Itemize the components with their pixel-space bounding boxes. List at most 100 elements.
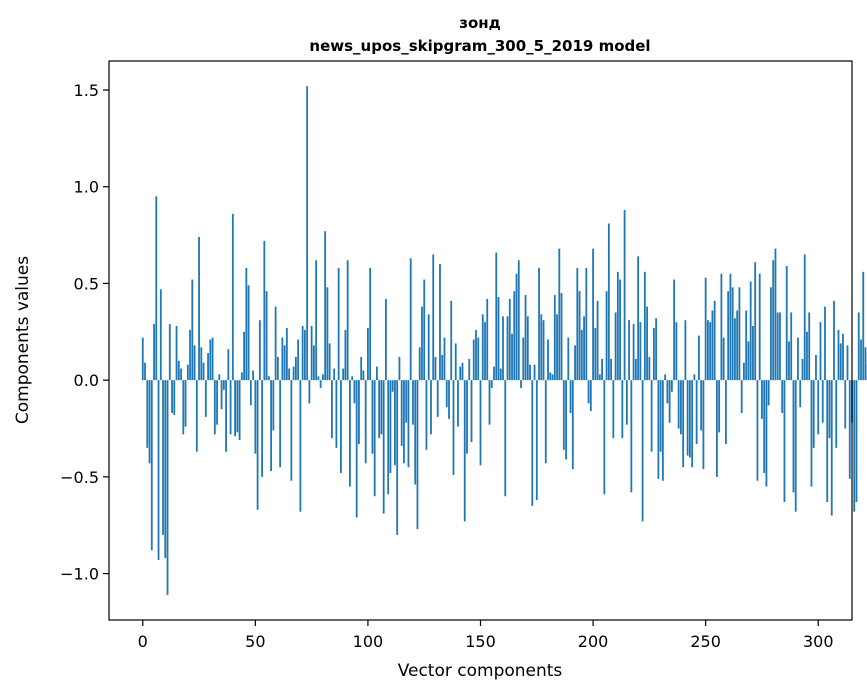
bar-196 [583, 316, 585, 381]
bar-273 [756, 380, 759, 481]
x-axis-ticks: 0 50 100 150 200 250 300 [138, 620, 834, 651]
bar-107 [382, 380, 385, 514]
bar-120 [412, 380, 414, 425]
bar-287 [788, 341, 790, 381]
bar-125 [423, 279, 426, 381]
bar-137 [450, 300, 453, 381]
x-tick-label: 300 [803, 632, 834, 651]
bar-86 [335, 380, 338, 448]
bar-163 [508, 298, 511, 381]
bar-142 [461, 362, 464, 381]
bar-275 [761, 380, 763, 419]
bar-296 [808, 312, 811, 381]
bar-262 [731, 287, 734, 381]
bar-181 [549, 372, 552, 381]
x-tick-label: 250 [690, 632, 721, 651]
bar-37 [225, 380, 227, 452]
bar-89 [342, 368, 345, 381]
bar-242 [686, 380, 689, 456]
bar-198 [587, 380, 590, 404]
plot-frame [108, 60, 853, 621]
bar-219 [634, 358, 637, 381]
bar-51 [256, 380, 259, 510]
bar-193 [576, 267, 579, 381]
bar-246 [695, 380, 698, 444]
x-tick-label: 100 [353, 632, 384, 651]
bar-232 [664, 374, 667, 381]
bar-75 [310, 325, 313, 381]
bar-264 [736, 310, 739, 381]
bar-253 [711, 310, 714, 381]
bar-96 [358, 380, 360, 444]
bar-110 [389, 380, 392, 473]
y-tick-label: −0.5 [60, 468, 99, 487]
bar-122 [416, 380, 419, 530]
bar-236 [673, 279, 676, 381]
bar-188 [565, 380, 567, 460]
bar-74 [308, 380, 311, 404]
bar-1 [144, 362, 146, 381]
bar-19 [184, 380, 187, 427]
bar-65 [288, 368, 291, 381]
bar-167 [517, 260, 520, 381]
bar-249 [702, 380, 705, 470]
bar-180 [547, 339, 549, 381]
bar-285 [783, 380, 786, 503]
bar-169 [522, 337, 525, 381]
bar-179 [544, 380, 547, 464]
bar-58 [272, 380, 275, 431]
bar-73 [306, 86, 309, 381]
bar-309 [837, 329, 840, 381]
bar-26 [200, 347, 203, 381]
bar-32 [213, 380, 216, 435]
bar-166 [515, 273, 518, 381]
bar-30 [209, 339, 212, 381]
bar-131 [436, 380, 439, 417]
bar-220 [637, 256, 640, 381]
bar-114 [398, 356, 401, 381]
bar-121 [414, 380, 417, 485]
bar-209 [612, 380, 615, 439]
bar-244 [691, 380, 694, 468]
bar-214 [623, 209, 626, 381]
bar-106 [380, 380, 383, 435]
bar-187 [562, 380, 565, 450]
bar-3 [148, 380, 151, 464]
bar-61 [279, 380, 282, 468]
x-axis-label: Vector components [398, 661, 563, 681]
bar-297 [810, 380, 813, 487]
bar-70 [299, 380, 302, 512]
bar-64 [285, 327, 288, 381]
bar-153 [486, 298, 489, 381]
bar-207 [607, 223, 610, 381]
bar-168 [520, 380, 522, 388]
bar-226 [650, 380, 653, 452]
bar-46 [245, 267, 248, 381]
bar-40 [231, 213, 234, 381]
bar-38 [227, 349, 230, 381]
bar-154 [488, 380, 491, 425]
bar-269 [747, 341, 750, 381]
bar-291 [797, 337, 799, 381]
bar-310 [839, 343, 842, 381]
bars-group [141, 86, 867, 595]
bar-165 [513, 291, 516, 381]
bar-140 [457, 380, 459, 427]
bar-176 [538, 267, 540, 381]
bar-218 [632, 324, 635, 381]
bar-270 [749, 281, 752, 381]
chart-subtitle: news_upos_skipgram_300_5_2019 model [309, 37, 650, 55]
bar-80 [321, 374, 324, 381]
bar-159 [499, 368, 502, 381]
bar-230 [659, 380, 662, 452]
y-tick-label: 0.0 [74, 371, 99, 390]
bar-42 [236, 380, 239, 433]
bar-252 [709, 322, 712, 381]
bar-123 [418, 347, 421, 381]
bar-240 [682, 380, 685, 468]
bar-302 [821, 380, 824, 423]
bar-290 [794, 380, 797, 512]
bar-227 [652, 327, 655, 381]
bar-150 [479, 380, 482, 466]
bar-24 [195, 380, 198, 452]
